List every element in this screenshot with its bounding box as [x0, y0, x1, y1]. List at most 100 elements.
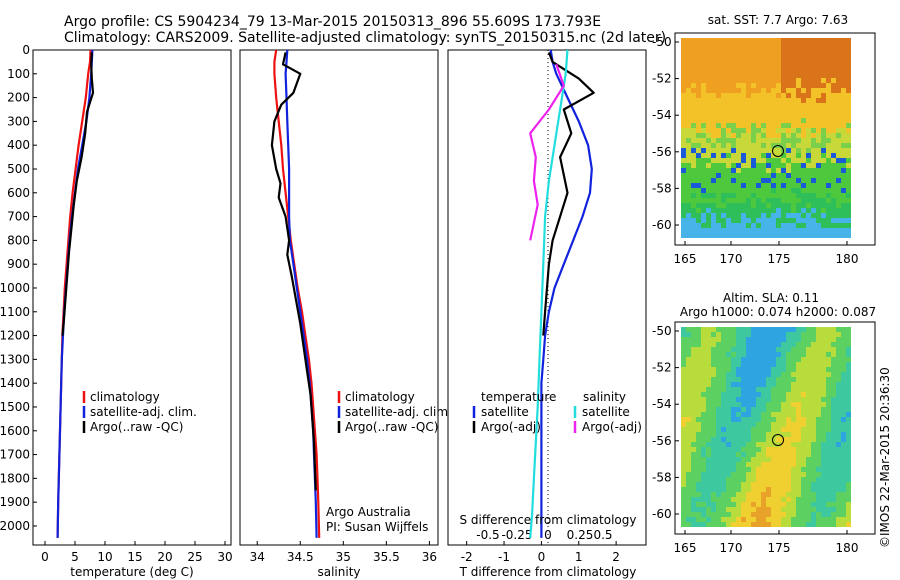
field-cell [746, 507, 751, 512]
field-cell [761, 88, 766, 93]
field-cell [726, 203, 731, 208]
field-cell [711, 233, 716, 238]
field-cell [761, 517, 766, 522]
field-cell [846, 93, 851, 98]
field-cell [681, 108, 686, 113]
field-cell [821, 148, 826, 153]
field-cell [746, 78, 751, 83]
field-cell [726, 108, 731, 113]
field-cell [711, 58, 716, 63]
field-cell [706, 472, 711, 477]
field-cell [736, 457, 741, 462]
field-cell [766, 143, 771, 148]
field-cell [736, 223, 741, 228]
field-cell [786, 452, 791, 457]
field-cell [696, 133, 701, 138]
field-cell [826, 472, 831, 477]
field-cell [706, 103, 711, 108]
field-cell [716, 492, 721, 497]
field-cell [756, 432, 761, 437]
field-cell [806, 178, 811, 183]
field-cell [796, 233, 801, 238]
field-cell [771, 362, 776, 367]
field-cell [716, 452, 721, 457]
field-cell [826, 203, 831, 208]
field-cell [706, 402, 711, 407]
field-cell [726, 482, 731, 487]
field-cell [771, 437, 776, 442]
field-cell [831, 168, 836, 173]
field-cell [836, 43, 841, 48]
field-cell [801, 407, 806, 412]
field-cell [746, 407, 751, 412]
field-cell [796, 427, 801, 432]
field-cell [786, 432, 791, 437]
x-tick-label: 34.5 [287, 550, 314, 564]
field-cell [686, 362, 691, 367]
field-cell [796, 188, 801, 193]
field-cell [836, 213, 841, 218]
field-cell [796, 48, 801, 53]
field-cell [686, 158, 691, 163]
field-cell [791, 78, 796, 83]
field-cell [801, 168, 806, 173]
field-cell [826, 372, 831, 377]
legend-label-t-satellite: satellite [481, 405, 529, 419]
field-cell [691, 492, 696, 497]
field-cell [791, 173, 796, 178]
field-cell [836, 482, 841, 487]
field-cell [821, 387, 826, 392]
field-cell [736, 213, 741, 218]
field-cell [811, 332, 816, 337]
field-cell [741, 58, 746, 63]
field-cell [806, 362, 811, 367]
field-cell [691, 148, 696, 153]
field-cell [806, 327, 811, 332]
field-cell [736, 208, 741, 213]
field-cell [801, 213, 806, 218]
field-cell [741, 53, 746, 58]
field-cell [796, 63, 801, 68]
field-cell [816, 138, 821, 143]
field-cell [746, 193, 751, 198]
field-cell [766, 93, 771, 98]
field-cell [816, 158, 821, 163]
field-cell [721, 148, 726, 153]
credit-annotation-org: Argo Australia [326, 505, 411, 519]
field-cell [836, 153, 841, 158]
field-cell [706, 397, 711, 402]
field-cell [716, 467, 721, 472]
field-cell [786, 397, 791, 402]
field-cell [776, 63, 781, 68]
field-cell [746, 168, 751, 173]
sst-color-field [681, 38, 851, 238]
field-cell [741, 68, 746, 73]
field-cell [791, 53, 796, 58]
field-cell [731, 457, 736, 462]
field-cell [726, 118, 731, 123]
field-cell [806, 337, 811, 342]
field-cell [801, 128, 806, 133]
field-cell [816, 88, 821, 93]
field-cell [746, 397, 751, 402]
field-cell [716, 447, 721, 452]
field-cell [746, 367, 751, 372]
field-cell [826, 387, 831, 392]
field-cell [736, 422, 741, 427]
field-cell [726, 462, 731, 467]
depth-tick-label: 1500 [0, 400, 30, 414]
field-cell [696, 417, 701, 422]
x-tick-label: 30 [217, 550, 232, 564]
field-cell [841, 487, 846, 492]
field-cell [846, 347, 851, 352]
field-cell [816, 83, 821, 88]
field-cell [771, 223, 776, 228]
field-cell [806, 502, 811, 507]
field-cell [761, 198, 766, 203]
field-cell [771, 138, 776, 143]
field-cell [746, 53, 751, 58]
field-cell [786, 88, 791, 93]
field-cell [731, 48, 736, 53]
field-cell [776, 512, 781, 517]
field-cell [821, 123, 826, 128]
